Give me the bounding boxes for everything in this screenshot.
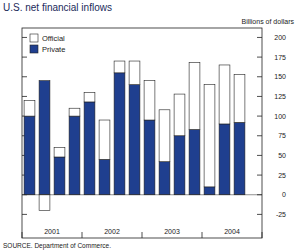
bar	[99, 159, 110, 194]
y-tick	[257, 116, 262, 117]
y-tick	[257, 155, 262, 156]
legend-swatch	[30, 34, 38, 42]
y-tick-label: 125	[274, 93, 286, 100]
x-tick-label: 2002	[104, 228, 120, 235]
bar	[189, 63, 200, 130]
y-tick-label: 100	[274, 113, 286, 120]
bar	[129, 61, 140, 85]
source: SOURCE. Department of Commerce.	[3, 242, 111, 250]
bar	[174, 94, 185, 136]
bar	[234, 122, 245, 194]
x-tick	[202, 232, 203, 238]
x-tick	[82, 232, 83, 238]
y-tick	[257, 135, 262, 136]
bar	[189, 129, 200, 194]
bar	[159, 162, 170, 195]
bar	[204, 187, 215, 195]
bar	[39, 195, 50, 211]
legend-swatch	[30, 45, 38, 53]
title: U.S. net financial inflows	[3, 2, 112, 13]
bar	[114, 73, 125, 195]
y-tick-label: 75	[278, 132, 286, 139]
bar	[24, 116, 35, 195]
bar	[234, 74, 245, 122]
bar	[219, 124, 230, 195]
x-tick	[22, 232, 23, 238]
bars	[24, 61, 245, 210]
y-tick	[22, 37, 27, 38]
bar	[39, 81, 50, 195]
bar	[219, 65, 230, 124]
legend-label: Official	[42, 34, 65, 43]
bar	[69, 116, 80, 195]
bar	[129, 85, 140, 195]
y-tick-label: 150	[274, 73, 286, 80]
bar	[54, 157, 65, 195]
bar	[144, 81, 155, 120]
bar	[204, 85, 215, 187]
y-tick-label: 50	[278, 152, 286, 159]
bar	[84, 92, 95, 101]
bar	[24, 100, 35, 116]
chart: U.S. net financial inflows Billions of do…	[0, 0, 298, 251]
y-tick	[22, 57, 27, 58]
x-tick-label: 2004	[224, 228, 240, 235]
y-tick	[257, 37, 262, 38]
x-tick-label: 2001	[44, 228, 60, 235]
y-tick	[22, 214, 27, 215]
y-tick	[257, 57, 262, 58]
y-tick-label: 200	[274, 34, 286, 41]
y-tick	[22, 76, 27, 77]
y-tick	[22, 96, 27, 97]
y-tick	[257, 175, 262, 176]
bar	[99, 120, 110, 159]
bar	[159, 110, 170, 162]
zero-line	[22, 194, 262, 195]
bar	[114, 61, 125, 73]
bar	[84, 102, 95, 195]
x-tick-label: 2003	[164, 228, 180, 235]
bar	[174, 136, 185, 195]
y-tick	[257, 96, 262, 97]
bar	[144, 120, 155, 195]
legend-label: Private	[42, 45, 65, 54]
plot-frame	[22, 28, 262, 238]
y-tick-label: 175	[274, 54, 286, 61]
y-tick-label: -25	[276, 211, 286, 218]
bar	[69, 108, 80, 116]
y-tick	[257, 76, 262, 77]
x-tick	[142, 232, 143, 238]
y-tick	[257, 214, 262, 215]
y-tick-label: 0	[282, 191, 286, 198]
x-tick	[262, 232, 263, 238]
bar	[54, 148, 65, 157]
y-tick-label: 25	[278, 172, 286, 179]
subtitle: Billions of dollars	[241, 18, 294, 25]
